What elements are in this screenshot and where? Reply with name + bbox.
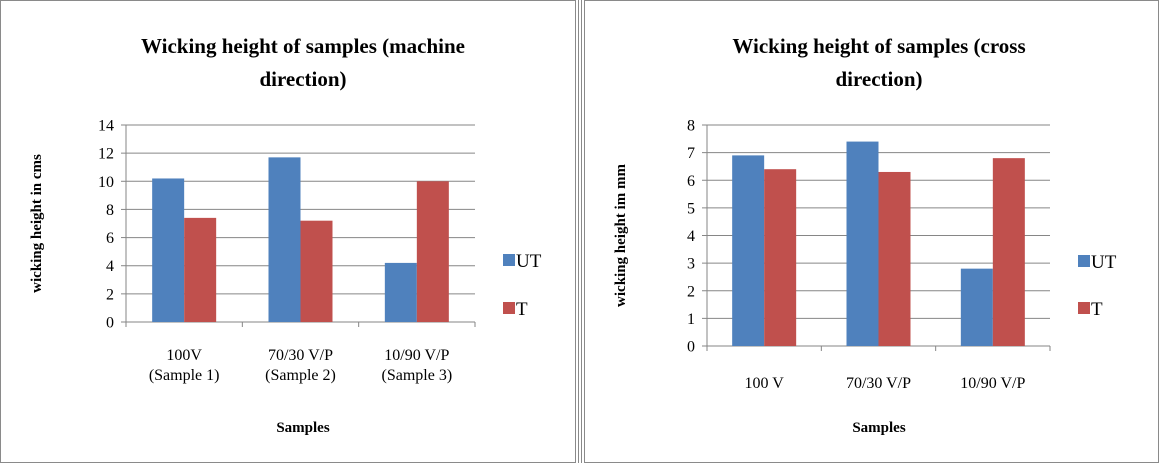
bar-t-3 [992, 158, 1025, 346]
y-tick-label: 10 [98, 174, 114, 191]
x-category-label: (Sample 3) [382, 367, 453, 384]
y-tick-label: 14 [98, 118, 114, 135]
chart-title-line: direction) [835, 67, 922, 91]
x-category-label: 100V [166, 347, 202, 364]
y-tick-label: 5 [687, 200, 695, 217]
chart-title-line: Wicking height of samples (cross [732, 34, 1025, 58]
legend-label-t: T [1091, 299, 1103, 320]
x-category-label: (Sample 1) [149, 367, 220, 384]
y-tick-label: 4 [106, 258, 114, 275]
bar-t-2 [878, 171, 911, 346]
bar-t-1 [764, 169, 797, 346]
y-tick-label: 6 [106, 230, 114, 247]
bar-ut-3 [960, 268, 993, 346]
x-category-label: (Sample 2) [265, 367, 336, 384]
legend-swatch-t [503, 302, 515, 314]
chart-machine-direction: Wicking height of samples (machine direct… [29, 34, 542, 436]
bar-t-3 [416, 181, 449, 322]
bar-ut-3 [384, 262, 417, 322]
bar-ut-2 [846, 141, 879, 346]
x-category-label: 10/90 V/P [384, 347, 449, 364]
panel-divider [576, 0, 584, 463]
y-axis-title: wicking height im mm [613, 164, 629, 307]
y-tick-label: 0 [106, 315, 114, 332]
chart-title-line: direction) [259, 67, 346, 91]
legend-swatch-t [1078, 302, 1090, 314]
legend-label-ut: UT [1091, 252, 1117, 273]
y-tick-label: 6 [687, 173, 695, 190]
y-tick-label: 4 [687, 228, 695, 245]
x-category-label: 100 V [745, 375, 785, 392]
chart-panel-machine-direction: Wicking height of samples (machine direct… [0, 0, 576, 463]
y-tick-label: 1 [687, 311, 695, 328]
y-tick-label: 2 [687, 283, 695, 300]
x-category-label: 70/30 V/P [846, 375, 911, 392]
chart-title-line: Wicking height of samples (machine [141, 34, 465, 58]
y-tick-label: 12 [98, 146, 114, 163]
y-tick-label: 7 [687, 145, 695, 162]
legend-swatch-ut [1078, 255, 1090, 267]
legend-label-ut: UT [516, 251, 542, 272]
chart-cross-direction: Wicking height of samples (cross directio… [613, 34, 1117, 436]
y-tick-label: 0 [687, 339, 695, 356]
y-axis-title: wicking height in cms [29, 154, 45, 293]
bar-t-2 [300, 220, 333, 322]
bar-t-1 [184, 217, 217, 322]
x-category-label: 70/30 V/P [268, 347, 333, 364]
y-tick-label: 3 [687, 256, 695, 273]
legend-swatch-ut [503, 254, 515, 266]
bar-ut-1 [152, 178, 185, 322]
x-category-label: 10/90 V/P [960, 375, 1025, 392]
y-tick-label: 8 [106, 202, 114, 219]
chart-panel-cross-direction: Wicking height of samples (cross directio… [584, 0, 1159, 463]
bar-ut-1 [732, 155, 765, 346]
y-tick-label: 8 [687, 118, 695, 135]
legend-label-t: T [516, 299, 528, 320]
x-axis-title: Samples [276, 420, 330, 436]
bar-ut-2 [268, 157, 301, 322]
x-axis-title: Samples [852, 420, 906, 436]
y-tick-label: 2 [106, 286, 114, 303]
